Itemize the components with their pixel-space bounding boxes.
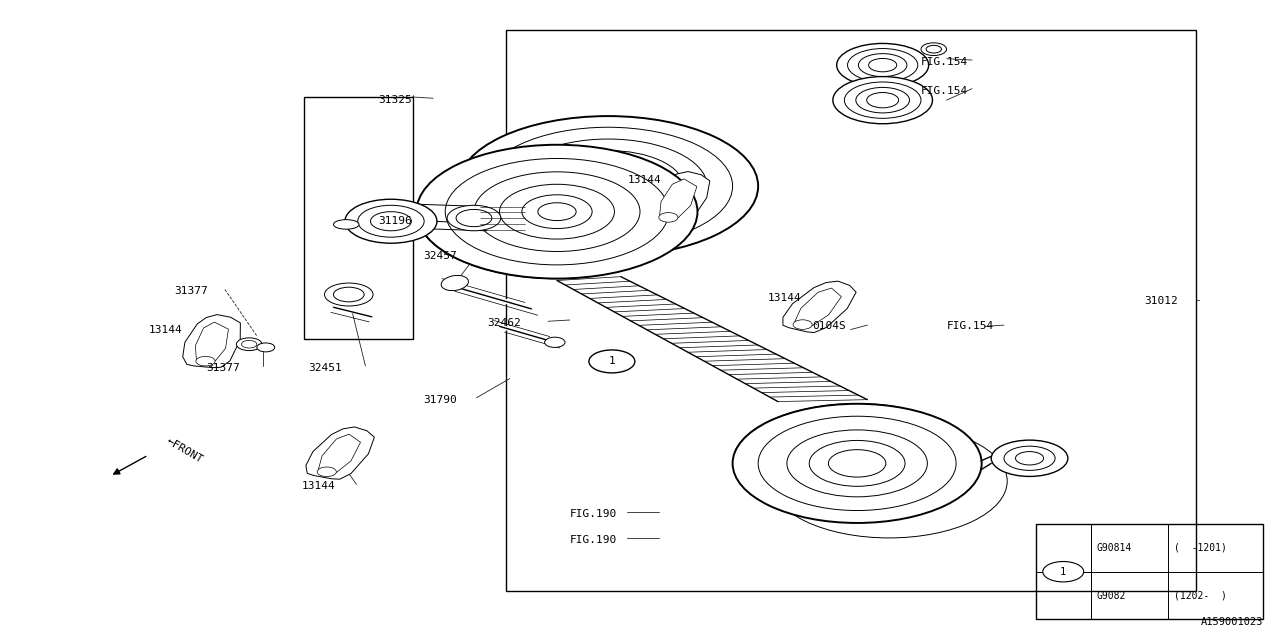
Ellipse shape bbox=[447, 205, 500, 231]
Ellipse shape bbox=[845, 82, 922, 118]
Text: 13144: 13144 bbox=[302, 481, 335, 491]
Ellipse shape bbox=[357, 205, 424, 237]
Ellipse shape bbox=[456, 209, 492, 227]
Text: A159001023: A159001023 bbox=[1201, 617, 1263, 627]
Ellipse shape bbox=[771, 424, 1007, 538]
Text: 1: 1 bbox=[608, 356, 616, 367]
Polygon shape bbox=[765, 425, 948, 488]
Text: 31196: 31196 bbox=[378, 216, 412, 226]
Ellipse shape bbox=[442, 275, 468, 291]
Ellipse shape bbox=[732, 404, 982, 523]
Polygon shape bbox=[319, 434, 361, 472]
Text: 0104S: 0104S bbox=[813, 321, 846, 332]
Text: G9082: G9082 bbox=[1097, 591, 1126, 600]
Text: ←FRONT: ←FRONT bbox=[165, 436, 205, 465]
Text: FIG.154: FIG.154 bbox=[922, 57, 968, 67]
Polygon shape bbox=[646, 172, 710, 224]
Ellipse shape bbox=[869, 58, 897, 72]
Text: 31377: 31377 bbox=[174, 286, 207, 296]
Bar bbox=[506, 30, 1196, 591]
Text: FIG.190: FIG.190 bbox=[570, 509, 617, 519]
Text: 31325: 31325 bbox=[378, 95, 412, 105]
Text: 1: 1 bbox=[1060, 566, 1066, 577]
Circle shape bbox=[257, 343, 275, 352]
Ellipse shape bbox=[556, 161, 660, 211]
Polygon shape bbox=[196, 322, 228, 361]
Circle shape bbox=[544, 337, 564, 348]
Ellipse shape bbox=[346, 199, 436, 243]
Text: 32457: 32457 bbox=[422, 252, 457, 261]
Text: FIG.154: FIG.154 bbox=[922, 86, 968, 95]
Text: 32451: 32451 bbox=[308, 363, 342, 372]
Ellipse shape bbox=[828, 450, 886, 477]
Text: 31012: 31012 bbox=[1144, 296, 1179, 306]
Ellipse shape bbox=[509, 139, 707, 234]
Ellipse shape bbox=[991, 440, 1068, 476]
Circle shape bbox=[794, 320, 813, 330]
Polygon shape bbox=[306, 427, 374, 479]
Ellipse shape bbox=[867, 93, 899, 108]
Polygon shape bbox=[783, 281, 856, 333]
Text: (1202-  ): (1202- ) bbox=[1174, 591, 1228, 600]
Ellipse shape bbox=[458, 116, 758, 256]
Circle shape bbox=[317, 467, 337, 477]
Text: FIG.154: FIG.154 bbox=[946, 321, 993, 332]
Ellipse shape bbox=[484, 127, 732, 245]
Ellipse shape bbox=[856, 88, 910, 113]
Bar bbox=[1036, 524, 1263, 620]
Circle shape bbox=[1043, 561, 1084, 582]
Text: FIG.190: FIG.190 bbox=[570, 535, 617, 545]
Ellipse shape bbox=[758, 416, 956, 511]
Ellipse shape bbox=[532, 150, 684, 222]
Text: 13144: 13144 bbox=[148, 324, 182, 335]
Circle shape bbox=[196, 356, 215, 366]
Circle shape bbox=[922, 43, 946, 56]
Ellipse shape bbox=[833, 77, 933, 124]
Circle shape bbox=[927, 45, 941, 53]
Circle shape bbox=[589, 350, 635, 373]
Ellipse shape bbox=[325, 283, 372, 306]
Text: 31377: 31377 bbox=[206, 363, 239, 372]
Ellipse shape bbox=[859, 54, 908, 77]
Bar bbox=[305, 97, 412, 339]
Ellipse shape bbox=[370, 212, 411, 231]
Polygon shape bbox=[795, 288, 841, 326]
Text: (  -1201): ( -1201) bbox=[1174, 543, 1228, 553]
Text: 13144: 13144 bbox=[627, 175, 660, 185]
Ellipse shape bbox=[334, 220, 358, 229]
Circle shape bbox=[237, 338, 262, 351]
Text: G90814: G90814 bbox=[1097, 543, 1132, 553]
Ellipse shape bbox=[416, 145, 698, 278]
Ellipse shape bbox=[837, 44, 929, 87]
Polygon shape bbox=[183, 315, 241, 367]
Text: 31790: 31790 bbox=[422, 395, 457, 404]
Text: 32462: 32462 bbox=[486, 318, 521, 328]
Text: 13144: 13144 bbox=[768, 292, 801, 303]
Circle shape bbox=[659, 212, 678, 222]
Circle shape bbox=[242, 340, 257, 348]
Ellipse shape bbox=[809, 440, 905, 486]
Ellipse shape bbox=[1015, 452, 1043, 465]
Ellipse shape bbox=[1004, 446, 1055, 470]
Ellipse shape bbox=[334, 287, 364, 302]
Ellipse shape bbox=[787, 430, 928, 497]
Polygon shape bbox=[659, 179, 696, 218]
Ellipse shape bbox=[847, 49, 918, 82]
